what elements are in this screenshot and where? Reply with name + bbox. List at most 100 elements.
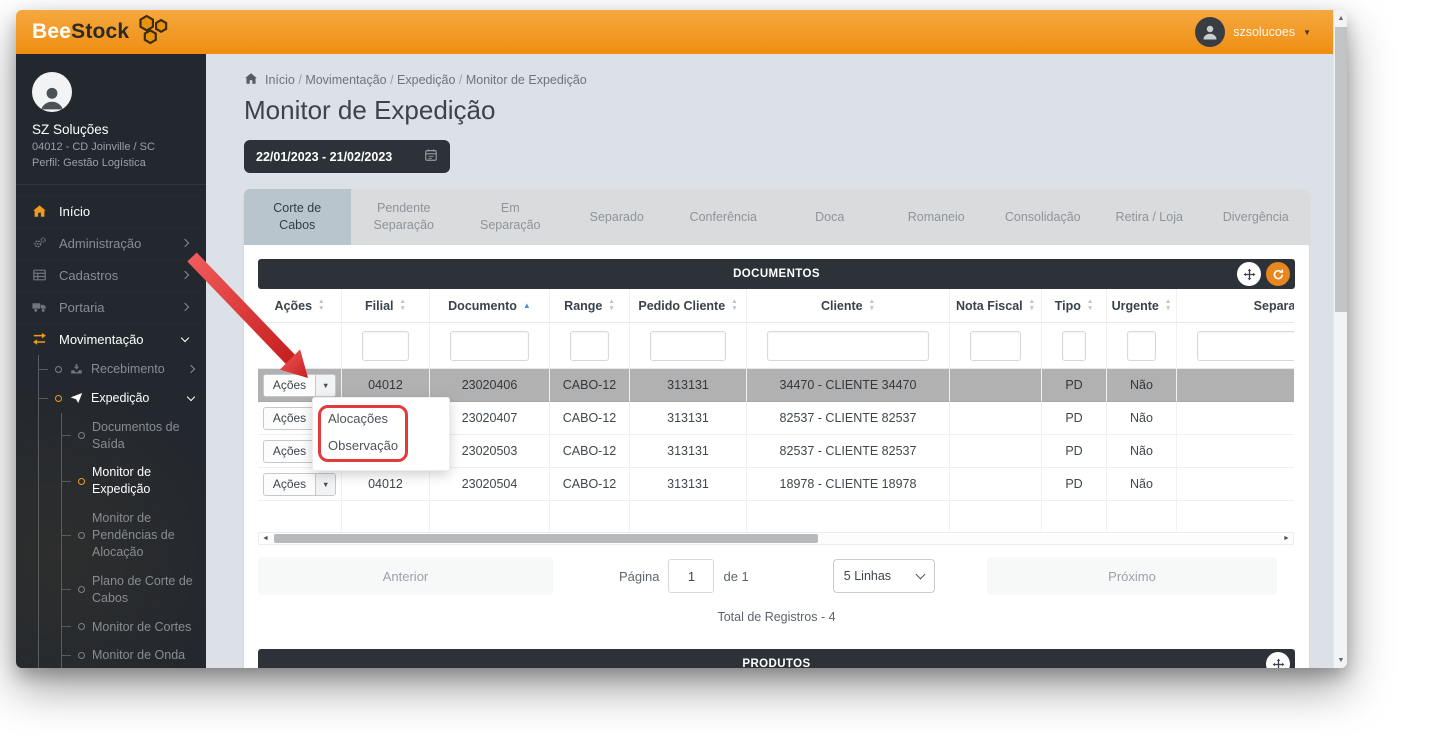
actions-button[interactable]: Ações▼ [262, 373, 337, 397]
sidebar-avatar [32, 72, 72, 112]
sidebar-item-expedicao[interactable]: Expedição [39, 384, 206, 413]
sidebar-item-monitor-de-pendencias-de-alocacao[interactable]: Monitor de Pendências de Alocação [62, 504, 206, 567]
sort-icon: ▲ ▼ [731, 297, 738, 312]
column-header-documento[interactable]: Documento ▲ [430, 289, 550, 323]
column-header-acoes[interactable]: Ações ▲ ▼ [258, 289, 342, 323]
tab-em-separacao[interactable]: Em Separação [480, 201, 541, 232]
column-header-range[interactable]: Range ▲ ▼ [550, 289, 630, 323]
products-section-title: PRODUTOS [742, 658, 811, 668]
column-header-pedido-cliente[interactable]: Pedido Cliente ▲ ▼ [630, 289, 747, 323]
sort-icon: ▲ ▼ [399, 297, 406, 312]
column-header-separacao[interactable]: Separação▲▼ [1177, 289, 1294, 323]
sidebar-item-plano-de-corte-de-cabos[interactable]: Plano de Corte de Cabos [62, 567, 206, 613]
sidebar-item-documentos-de-saida[interactable]: Documentos de Saída [62, 413, 206, 459]
previous-page-button[interactable]: Anterior [258, 557, 553, 595]
caret-down-icon[interactable]: ▼ [315, 374, 336, 396]
filter-input-documento[interactable] [450, 330, 529, 361]
sidebar-item-movimentacao[interactable]: Movimentação [16, 323, 206, 355]
filter-input-tipo[interactable] [1062, 330, 1086, 361]
cell-pedido-cliente: 313131 [630, 402, 747, 435]
page-number-input[interactable] [668, 559, 715, 593]
caret-down-icon[interactable]: ▼ [315, 473, 336, 495]
cell-tipo: PD [1042, 369, 1107, 402]
breadcrumb: Início / Movimentação / Expedição / Moni… [244, 72, 1309, 88]
scrollbar-thumb[interactable] [1335, 27, 1347, 312]
cell-separacao [1177, 468, 1294, 501]
scroll-left-icon[interactable]: ◄ [262, 535, 269, 542]
sidebar-item-recebimento[interactable]: Recebimento [39, 355, 206, 384]
actions-button[interactable]: Ações▼ [262, 472, 337, 496]
scrollbar-thumb[interactable] [274, 534, 819, 543]
column-header-tipo[interactable]: Tipo ▲ ▼ [1042, 289, 1107, 323]
beestock-logo[interactable]: BeeStock [32, 14, 171, 51]
bullet-ring-icon [55, 365, 62, 373]
tab-romaneio[interactable]: Romaneio [907, 209, 965, 224]
next-page-button[interactable]: Próximo [987, 557, 1277, 595]
filter-input-nota-fiscal[interactable] [970, 330, 1021, 361]
filter-input-separacao[interactable] [1197, 330, 1294, 361]
sort-icon: ▲ ▼ [318, 297, 325, 312]
tab-consolidacao[interactable]: Consolidação [1004, 209, 1081, 224]
tab-pendente-separacao[interactable]: Pendente Separação [373, 201, 434, 232]
sort-icon: ▲ ▼ [608, 297, 615, 312]
horizontal-scrollbar[interactable]: ◄ ► [258, 532, 1294, 545]
pagination: Anterior Página de 1 5 Linhas Próximo [258, 557, 1295, 595]
column-header-cliente[interactable]: Cliente ▲ ▼ [747, 289, 950, 323]
sidebar-item-cadastros[interactable]: Cadastros [16, 259, 206, 291]
filter-input-range[interactable] [570, 330, 609, 361]
rows-per-page-value: 5 Linhas [843, 569, 892, 583]
column-header-nota-fiscal[interactable]: Nota Fiscal ▲ ▼ [950, 289, 1042, 323]
table-row[interactable]: Ações ▼ 04012 23020504 CABO-12 313131 18978 - … [258, 468, 1294, 501]
table-row[interactable]: Ações ▼ 04012 23020406 CABO-12 313131 34470 - … [258, 369, 1294, 402]
dropdown-item-observacao[interactable]: Observação [328, 438, 399, 453]
filter-cell-range [550, 323, 630, 369]
date-range-picker[interactable]: 22/01/2023 - 21/02/2023 [244, 140, 450, 173]
tab-divergencia[interactable]: Divergência [1222, 209, 1289, 224]
cell-empty [430, 501, 550, 531]
tab-corte-de-cabos[interactable]: Corte de Cabos [244, 189, 351, 245]
filter-cell-urgente [1107, 323, 1177, 369]
bullet-ring-icon [78, 623, 85, 631]
cell-range: CABO-12 [550, 402, 630, 435]
cell-empty [342, 501, 430, 531]
tab-conferencia[interactable]: Conferência [689, 209, 757, 224]
total-records-label: Total de Registros - 4 [717, 610, 836, 624]
bullet-ring-icon [78, 531, 85, 539]
refresh-icon[interactable] [1266, 262, 1290, 286]
cell-pedido-cliente: 313131 [630, 435, 747, 468]
move-icon[interactable] [1237, 262, 1261, 286]
scroll-up-icon[interactable]: ▲ [1337, 14, 1345, 22]
column-header-filial[interactable]: Filial ▲ ▼ [342, 289, 430, 323]
sidebar-item-monitor-de-cortes[interactable]: Monitor de Cortes [62, 613, 206, 642]
bullet-ring-icon [78, 586, 85, 594]
scroll-down-icon[interactable]: ▼ [1337, 656, 1345, 664]
filter-input-urgente[interactable] [1127, 330, 1156, 361]
cell-separacao [1177, 402, 1294, 435]
breadcrumb-item-expedicao[interactable]: Expedição [397, 73, 456, 87]
sidebar-item-portaria[interactable]: Portaria [16, 291, 206, 323]
column-header-urgente[interactable]: Urgente ▲ ▼ [1107, 289, 1177, 323]
user-menu[interactable]: szsolucoes ▼ [1195, 17, 1317, 47]
table-header-row: Ações ▲ ▼ Filial ▲ ▼ Documento ▲ Range ▲ ▼ Pedido C… [258, 289, 1294, 323]
rows-per-page-select[interactable]: 5 Linhas [832, 559, 935, 593]
dropdown-item-alocacoes[interactable]: Alocações [328, 411, 388, 426]
sidebar-item-administracao[interactable]: Administração [16, 227, 206, 259]
sidebar-item-label: Monitor de Expedição [92, 465, 152, 497]
filter-input-pedido-cliente[interactable] [650, 330, 726, 361]
sidebar-item-monitor-de-expedicao[interactable]: Monitor de Expedição [62, 458, 206, 504]
tree-tick [39, 368, 48, 370]
sidebar-item-inicio[interactable]: Início [16, 195, 206, 227]
vertical-scrollbar[interactable]: ▲ ▼ [1333, 10, 1347, 668]
scroll-right-icon[interactable]: ► [1283, 535, 1290, 542]
tab-retira-loja[interactable]: Retira / Loja [1115, 209, 1183, 224]
tab-doca[interactable]: Doca [815, 209, 845, 224]
cell-empty [747, 501, 950, 531]
bullet-ring-icon [78, 432, 85, 439]
move-icon[interactable] [1266, 652, 1290, 668]
sidebar-item-monitor-de-onda[interactable]: Monitor de Onda [62, 641, 206, 668]
filter-input-filial[interactable] [362, 330, 409, 361]
filter-input-cliente[interactable] [767, 330, 929, 361]
breadcrumb-item-movimentacao[interactable]: Movimentação [305, 73, 387, 87]
breadcrumb-item-inicio[interactable]: Início [265, 73, 295, 87]
tab-separado[interactable]: Separado [589, 209, 644, 224]
